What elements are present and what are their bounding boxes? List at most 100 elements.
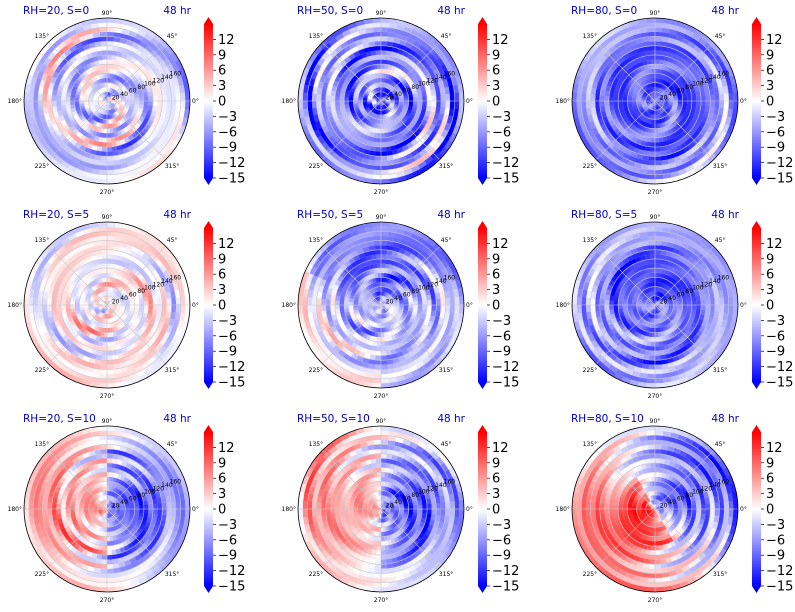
heatmap-cell [365, 32, 375, 38]
heatmap-cell [384, 132, 389, 138]
heatmap-cell [661, 91, 667, 96]
heatmap-cell [39, 137, 48, 148]
heatmap-cell [642, 94, 647, 98]
heatmap-cell [581, 85, 588, 95]
angle-tick-label: 315° [165, 163, 179, 170]
heatmap-cell [382, 105, 385, 110]
heatmap-cell [105, 300, 107, 305]
heatmap-cell [106, 277, 110, 283]
heatmap-cell [403, 168, 414, 176]
radial-tick-label: 60 [403, 88, 411, 95]
heatmap-cell [77, 148, 85, 156]
heatmap-cell [123, 312, 129, 317]
heatmap-cell [43, 81, 50, 90]
heatmap-cell [89, 93, 95, 97]
heatmap-cell [104, 281, 107, 287]
heatmap-cell [392, 76, 398, 83]
heatmap-cell [85, 310, 91, 315]
heatmap-cell [680, 37, 690, 46]
heatmap-cell [364, 295, 369, 300]
heatmap-cell [668, 28, 678, 36]
heatmap-cell [56, 95, 62, 102]
heatmap-cell [403, 103, 409, 107]
heatmap-cell [139, 100, 144, 105]
heatmap-cell [95, 74, 100, 80]
heatmap-cell [363, 46, 371, 53]
heatmap-cell [41, 276, 48, 286]
heatmap-cell [646, 108, 651, 114]
heatmap-cell [368, 92, 374, 97]
heatmap-cell [98, 102, 103, 106]
heatmap-cell [114, 309, 120, 314]
heatmap-cell [52, 287, 59, 295]
heatmap-cell [666, 61, 672, 68]
heatmap-cell [47, 292, 53, 300]
heatmap-cell [397, 325, 403, 332]
heatmap-cell [66, 153, 76, 162]
heatmap-cell [371, 127, 376, 133]
heatmap-cell [384, 103, 389, 107]
heatmap-cell [138, 40, 148, 49]
heatmap-cell [375, 87, 379, 93]
colorbar-tick-label: 12 [218, 33, 235, 48]
heatmap-cell [94, 92, 100, 97]
heatmap-cell [325, 46, 335, 56]
heatmap-cell [382, 291, 386, 297]
heatmap-cell [403, 318, 410, 324]
heatmap-cell [388, 92, 393, 97]
heatmap-cell [658, 137, 665, 143]
heatmap-cell [426, 45, 436, 55]
heatmap-cell [388, 320, 393, 327]
heatmap-cell [378, 96, 381, 101]
heatmap-cell [156, 105, 163, 113]
heatmap-cell [118, 124, 124, 131]
heatmap-cell [139, 256, 148, 264]
heatmap-cell [150, 84, 157, 92]
heatmap-cell [426, 95, 432, 101]
heatmap-cell [24, 296, 29, 306]
heatmap-cell [109, 332, 114, 338]
heatmap-cell [104, 309, 107, 314]
heatmap-cell [179, 311, 185, 322]
heatmap-cell [385, 108, 390, 113]
heatmap-cell [91, 114, 97, 120]
grid-spoke [380, 100, 440, 160]
heatmap-cell [368, 308, 374, 312]
heatmap-cell [636, 78, 642, 84]
heatmap-cell [707, 152, 718, 163]
heatmap-cell [111, 287, 115, 293]
heatmap-cell [384, 55, 391, 61]
heatmap-cell [383, 93, 387, 98]
heatmap-cell [645, 107, 650, 113]
heatmap-cell [95, 131, 101, 138]
heatmap-cell [33, 289, 40, 299]
heatmap-cell [106, 254, 113, 260]
heatmap-cell [29, 84, 35, 95]
angle-tick-label: 0° [192, 98, 199, 105]
heatmap-cell [457, 108, 464, 119]
heatmap-cell [126, 239, 136, 246]
heatmap-cell [99, 78, 104, 84]
heatmap-cell [381, 302, 386, 305]
heatmap-cell [115, 381, 126, 388]
heatmap-cell [382, 114, 385, 120]
heatmap-cell [358, 96, 363, 100]
heatmap-cell [120, 304, 126, 307]
heatmap-cell [299, 117, 307, 128]
heatmap-cell [632, 96, 637, 100]
heatmap-cell [671, 121, 677, 128]
heatmap-cell [654, 31, 663, 37]
heatmap-cell [101, 350, 108, 356]
colorbar-tick-label: 3 [218, 283, 226, 298]
grid-spoke [322, 100, 382, 160]
heatmap-cell [360, 87, 367, 92]
heatmap-cell [93, 363, 102, 370]
heatmap-cell [60, 353, 70, 362]
heatmap-cell [585, 93, 591, 102]
heatmap-cell [377, 73, 381, 79]
heatmap-cell [663, 55, 670, 62]
heatmap-cell [391, 114, 397, 120]
heatmap-cell [413, 100, 418, 105]
heatmap-cell [303, 84, 309, 95]
heatmap-cell [380, 45, 387, 51]
